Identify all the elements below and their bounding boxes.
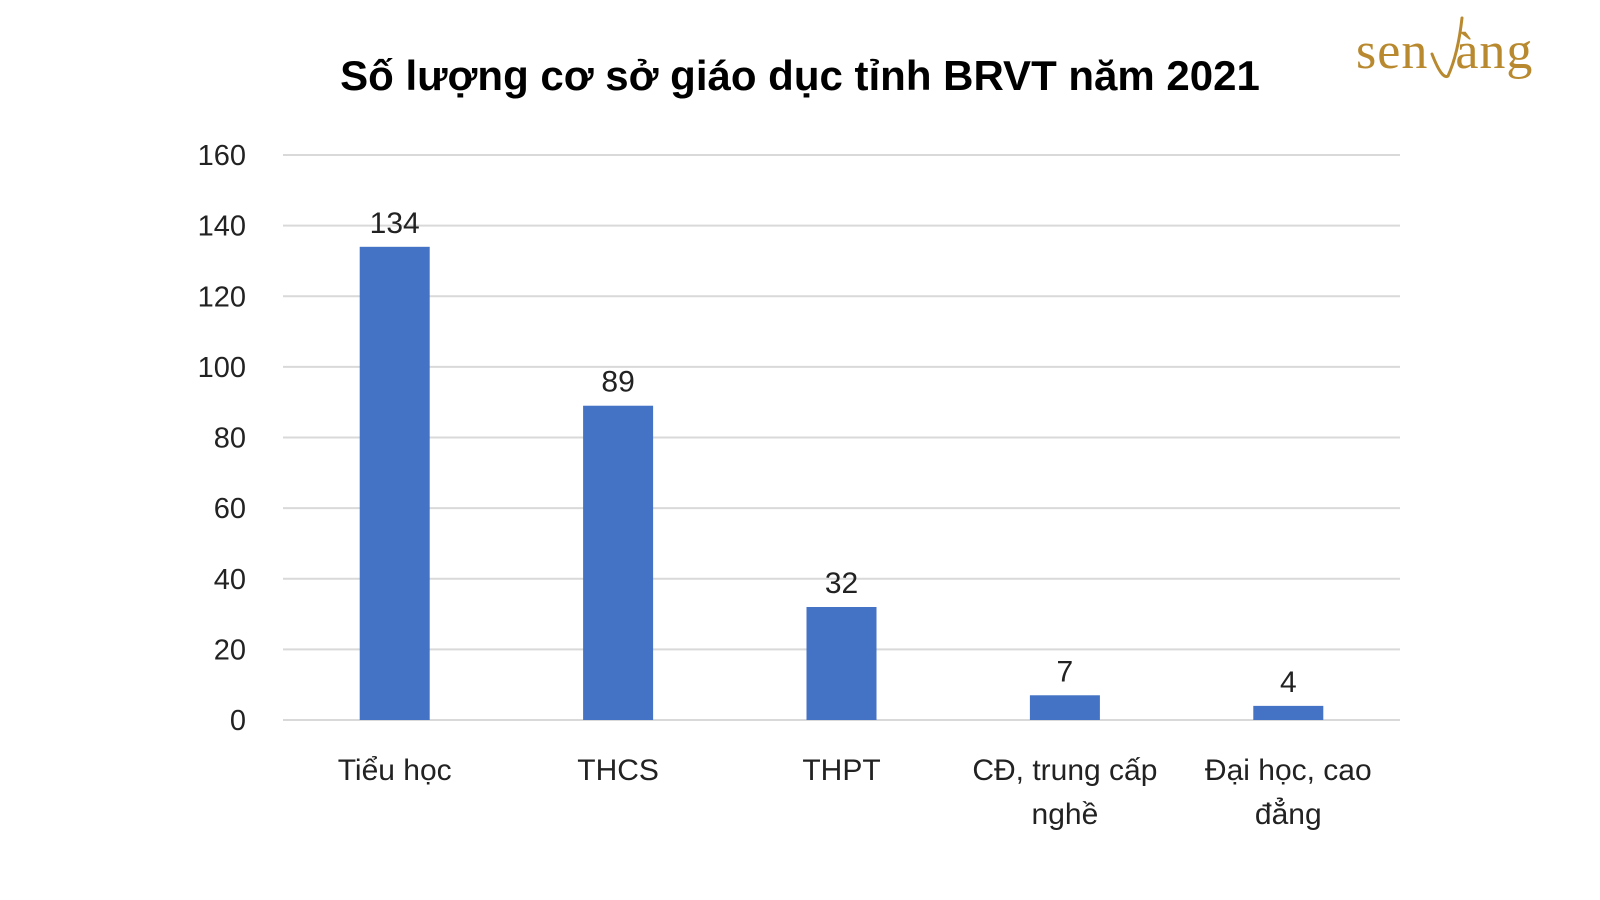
y-tick-label: 40 xyxy=(214,564,246,596)
y-tick-label: 120 xyxy=(198,281,246,313)
chart-title: Số lượng cơ sở giáo dục tỉnh BRVT năm 20… xyxy=(340,52,1260,99)
x-category-label: nghề xyxy=(1032,798,1099,831)
y-tick-label: 80 xyxy=(214,423,246,455)
bar xyxy=(359,246,430,720)
x-category-label: đẳng xyxy=(1255,797,1322,831)
y-tick-label: 100 xyxy=(198,352,246,384)
data-label: 7 xyxy=(1057,655,1074,688)
bar xyxy=(1253,705,1324,720)
x-category-label: THPT xyxy=(802,754,880,787)
y-tick-label: 0 xyxy=(230,705,246,737)
data-label: 4 xyxy=(1280,666,1297,699)
bar xyxy=(806,607,877,720)
y-tick-label: 20 xyxy=(214,634,246,666)
bar xyxy=(1029,695,1100,720)
x-category-label: Tiểu học xyxy=(338,754,452,787)
logo-v-icon xyxy=(1430,16,1464,78)
y-tick-label: 140 xyxy=(198,211,246,243)
data-label: 89 xyxy=(601,366,634,399)
x-category-label: THCS xyxy=(577,754,659,787)
y-tick-label: 160 xyxy=(198,140,246,172)
x-category-label: CĐ, trung cấp xyxy=(972,754,1157,787)
bar xyxy=(583,405,654,720)
data-label: 134 xyxy=(370,207,420,240)
x-category-label: Đại học, cao xyxy=(1205,754,1372,787)
data-label: 32 xyxy=(825,567,858,600)
brand-logo: senvàng xyxy=(1356,16,1533,81)
y-tick-label: 60 xyxy=(214,493,246,525)
